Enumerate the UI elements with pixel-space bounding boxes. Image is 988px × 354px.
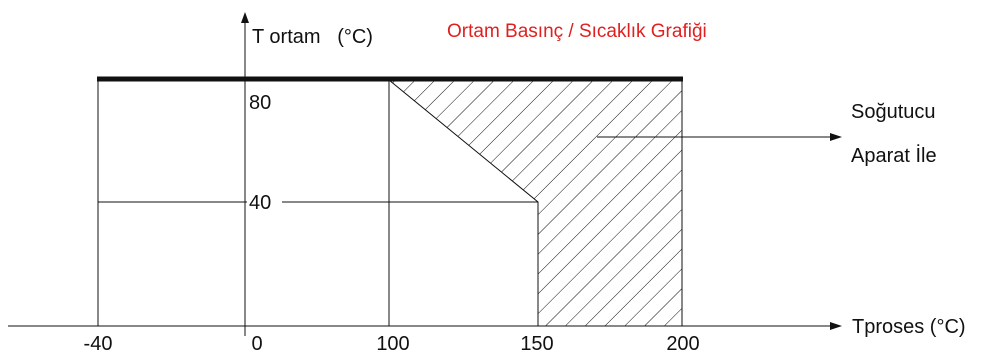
x-tick-label: 100 (376, 333, 409, 354)
y-tick-label: 80 (249, 92, 271, 114)
x-tick-label: 200 (666, 333, 699, 354)
diagram-title: Ortam Basınç / Sıcaklık Grafiği (447, 21, 707, 42)
annotation-line-2: Aparat İle (851, 144, 937, 167)
x-tick-label: 0 (251, 333, 262, 354)
cooling-apparatus-zone (387, 79, 683, 327)
y-axis-arrow (241, 12, 249, 23)
y-tick-label: 40 (249, 192, 271, 214)
x-axis-arrow (830, 322, 842, 330)
x-tick-label: 150 (520, 333, 553, 354)
annotation-arrow-head (830, 133, 842, 141)
x-axis-label: Tproses (°C) (852, 316, 966, 338)
annotation-line-1: Soğutucu (851, 101, 936, 123)
x-tick-label: -40 (84, 333, 113, 354)
y-axis-label: T ortam (°C) (252, 26, 373, 48)
